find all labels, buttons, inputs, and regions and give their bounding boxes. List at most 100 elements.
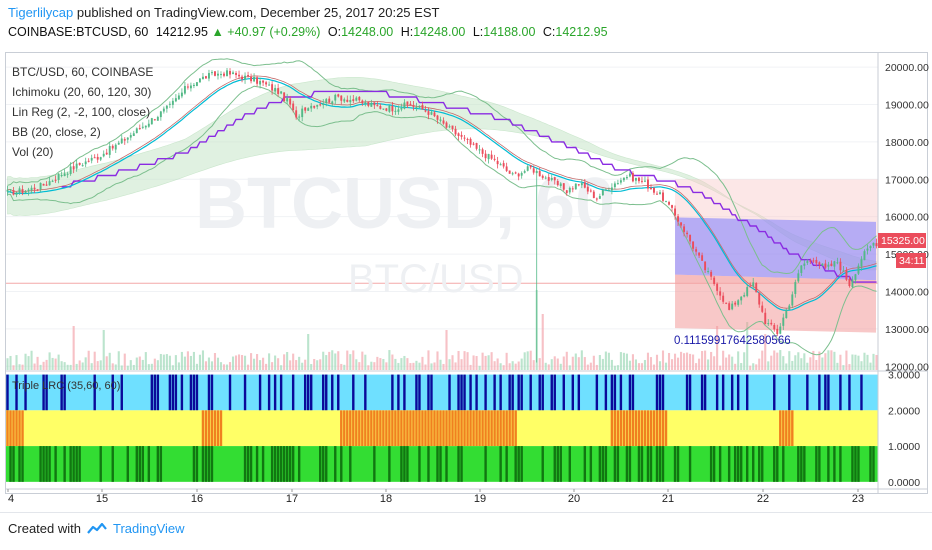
candle-body	[36, 189, 39, 191]
volume-bar	[240, 355, 244, 370]
volume-bar	[430, 363, 433, 370]
candle-body	[277, 88, 280, 94]
legend-ichimoku: Ichimoku (20, 60, 120, 30)	[12, 85, 152, 99]
volume-bar	[93, 351, 96, 370]
lrc-bar	[613, 446, 617, 482]
volume-bar	[679, 351, 683, 370]
candle-body	[177, 95, 180, 100]
lrc-bar	[791, 410, 794, 447]
candle-body	[851, 279, 854, 288]
lrc-bar	[207, 410, 211, 447]
lrc-bar	[213, 410, 217, 447]
time-tick-label: 19	[474, 493, 486, 505]
candle-body	[403, 102, 406, 109]
volume-bar	[710, 351, 713, 370]
volume-bar	[812, 350, 815, 370]
lrc-bar	[322, 374, 325, 411]
volume-bar	[598, 355, 601, 370]
lrc-bar	[739, 446, 743, 482]
candle-body	[824, 263, 827, 268]
lrc-bar	[613, 410, 617, 447]
lrc-bar	[201, 446, 205, 482]
volume-bar	[376, 356, 379, 370]
volume-bar	[776, 352, 779, 370]
lrc-bar	[276, 446, 280, 482]
volume-bar	[334, 353, 337, 370]
candle-body	[247, 75, 250, 77]
candle-body	[797, 273, 800, 282]
volume-bar	[298, 356, 301, 370]
tradingview-link[interactable]: TradingView	[112, 521, 185, 536]
lrc-bar	[773, 374, 776, 411]
volume-bar	[265, 363, 268, 370]
lrc-bar	[436, 410, 439, 447]
lrc-bar	[63, 374, 66, 411]
lrc-bar	[427, 410, 430, 447]
lrc-bar	[448, 374, 451, 411]
volume-bar	[607, 352, 610, 370]
candle-body	[355, 97, 358, 101]
volume-bar	[165, 354, 168, 370]
lrc-bar	[126, 446, 129, 482]
candle-body	[310, 105, 313, 109]
volume-bar	[683, 353, 686, 370]
candle-body	[235, 73, 237, 75]
lrc-bar	[228, 374, 232, 411]
candle-body	[601, 190, 604, 196]
volume-bar	[457, 350, 460, 370]
volume-bar	[806, 362, 809, 370]
candle-body	[198, 78, 201, 83]
candle-body	[776, 328, 779, 335]
author-link[interactable]: Tigerlilycap	[8, 5, 74, 20]
candle-body	[192, 84, 195, 87]
volume-bar	[493, 361, 496, 370]
volume-bar	[631, 354, 634, 370]
volume-bar	[613, 365, 616, 370]
candle-body	[800, 265, 803, 273]
lrc-bar	[297, 446, 301, 482]
volume-bar	[346, 350, 349, 370]
volume-bar	[661, 350, 665, 370]
candle-body	[860, 259, 863, 267]
volume-bar	[147, 364, 150, 370]
lrc-bar	[418, 374, 421, 411]
candle-body	[328, 98, 331, 103]
candle-body	[295, 110, 298, 118]
legend-bb: BB (20, close, 2)	[12, 125, 101, 139]
candle-body	[707, 271, 710, 273]
volume-bar	[195, 363, 198, 370]
lrc-bar	[481, 410, 484, 447]
chart-legend: BTC/USD, 60, COINBASE Ichimoku (20, 60, …	[12, 62, 153, 162]
candle-body	[517, 173, 520, 177]
lrc-bar	[303, 374, 307, 411]
lrc-bar	[48, 446, 51, 482]
price-tick-label: 14000.00	[885, 286, 929, 298]
candle-body	[421, 104, 424, 110]
lrc-bar	[258, 374, 262, 411]
volume-bar	[649, 357, 653, 370]
lrc-bar	[478, 410, 481, 447]
candle-body	[367, 101, 370, 106]
lrc-bar	[6, 410, 9, 447]
volume-bar	[758, 358, 761, 370]
volume-bar	[108, 352, 111, 370]
volume-bar	[580, 350, 583, 370]
volume-bar	[219, 362, 223, 370]
watermark-symbol: BTCUSD, 60	[195, 164, 615, 244]
volume-bar	[66, 364, 69, 370]
lrc-bar	[406, 446, 409, 482]
tenkan-line	[7, 77, 877, 312]
lrc-bar	[364, 410, 367, 447]
lrc-bar	[159, 446, 163, 482]
lrc-bar	[664, 410, 668, 447]
lrc-bar	[436, 446, 439, 482]
volume-bar	[845, 350, 848, 370]
lrc-bar	[147, 446, 151, 482]
volume-bar	[391, 354, 394, 370]
candle-body	[241, 76, 244, 80]
candle-body	[439, 119, 442, 121]
candle-body	[574, 183, 577, 190]
lrc-bar	[628, 446, 632, 482]
volume-bar	[234, 355, 238, 370]
